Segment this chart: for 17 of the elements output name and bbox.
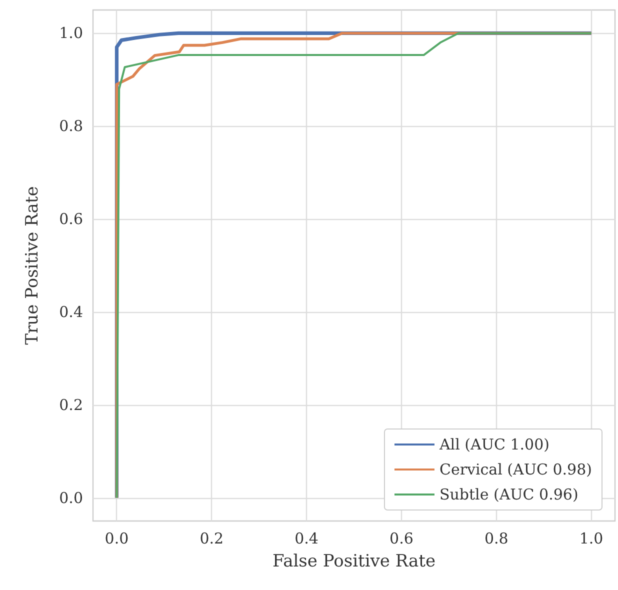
x-tick-label: 1.0 [579,530,604,548]
y-tick-label: 0.2 [59,396,83,414]
x-axis-title: False Positive Rate [272,552,436,572]
legend-label: Subtle (AUC 0.96) [439,486,578,504]
legend-label: Cervical (AUC 0.98) [439,460,592,478]
y-tick-label: 0.0 [59,488,83,507]
y-tick-label: 1.0 [59,24,83,42]
y-tick-label: 0.4 [59,302,83,321]
x-tick-label: 0.8 [484,530,508,548]
y-axis-title: True Positive Rate [22,186,42,345]
x-tick-label: 0.2 [200,530,224,548]
x-tick-label: 0.4 [294,530,318,548]
y-tick-label: 0.8 [59,117,83,136]
legend-label: All (AUC 1.00) [438,436,550,454]
x-tick-label: 0.6 [390,530,414,548]
x-tick-label: 0.0 [104,530,129,548]
y-tick-label: 0.6 [59,210,83,228]
